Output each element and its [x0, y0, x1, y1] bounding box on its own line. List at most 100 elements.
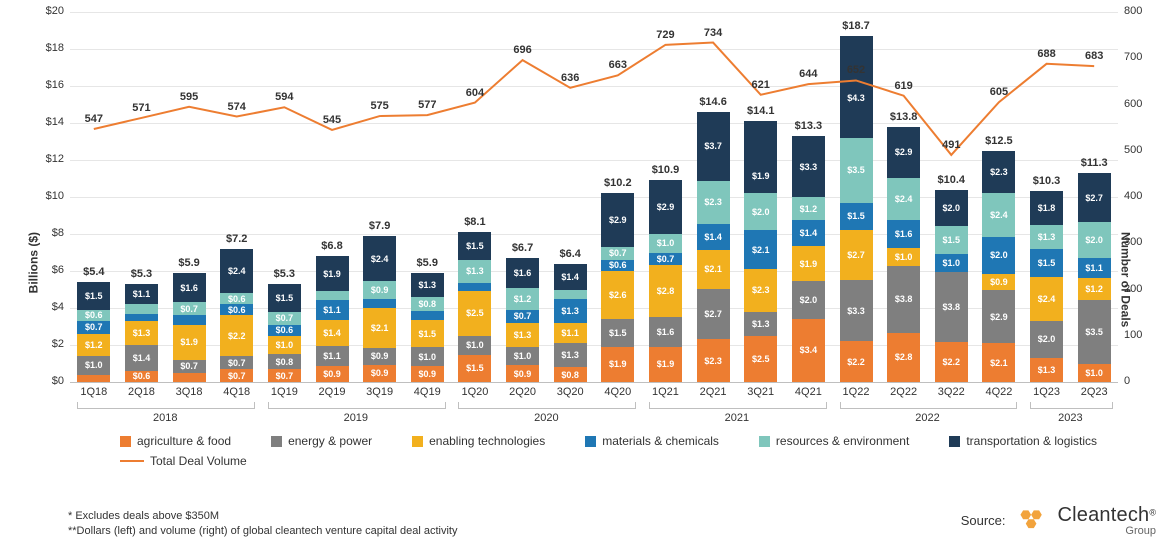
legend-swatch	[759, 436, 770, 447]
seg-transportation	[458, 232, 491, 259]
legend-item-agriculture: agriculture & food	[120, 434, 231, 448]
seg-enabling	[220, 315, 253, 356]
deals-label: 688	[1027, 48, 1067, 60]
seg-materials	[744, 230, 777, 269]
x-quarter-label: 2Q23	[1081, 386, 1108, 398]
seg-transportation	[792, 136, 825, 198]
y-tick-right: 800	[1124, 5, 1154, 17]
seg-energy	[554, 343, 587, 367]
seg-energy	[649, 317, 682, 347]
legend-item-enabling: enabling technologies	[412, 434, 545, 448]
seg-enabling	[1030, 277, 1063, 321]
chart-container: Billions ($) Number of Deals $1.0$1.2$0.…	[0, 0, 1176, 545]
legend-label: agriculture & food	[137, 434, 231, 448]
seg-resources	[316, 291, 349, 300]
x-quarter-label: 2Q20	[509, 386, 536, 398]
seg-transportation	[887, 127, 920, 178]
seg-transportation	[649, 180, 682, 234]
seg-enabling	[1078, 278, 1111, 300]
seg-materials	[601, 260, 634, 271]
seg-energy	[601, 319, 634, 347]
seg-agriculture	[601, 347, 634, 382]
x-year-label: 2023	[1058, 412, 1082, 424]
y-tick-left: $4	[34, 301, 64, 313]
seg-energy	[1030, 321, 1063, 358]
seg-enabling	[982, 274, 1015, 291]
seg-transportation	[173, 273, 206, 303]
x-quarter-label: 1Q20	[461, 386, 488, 398]
seg-materials	[982, 237, 1015, 274]
seg-enabling	[506, 323, 539, 347]
x-year-label: 2022	[915, 412, 939, 424]
seg-agriculture	[411, 366, 444, 382]
seg-enabling	[458, 291, 491, 337]
deals-label: 729	[645, 29, 685, 41]
y-tick-left: $20	[34, 5, 64, 17]
seg-enabling	[411, 320, 444, 347]
seg-enabling	[744, 269, 777, 312]
x-year-label: 2020	[534, 412, 558, 424]
deals-label: 545	[312, 114, 352, 126]
seg-resources	[935, 226, 968, 253]
seg-resources	[220, 293, 253, 304]
seg-transportation	[1078, 173, 1111, 222]
legend-item-resources: resources & environment	[759, 434, 909, 448]
seg-energy	[982, 290, 1015, 343]
seg-resources	[554, 290, 587, 299]
deals-label: 696	[503, 44, 543, 56]
y-tick-left: $8	[34, 227, 64, 239]
seg-enabling	[554, 323, 587, 343]
seg-resources	[1030, 225, 1063, 249]
bar-total-label: $6.8	[302, 240, 362, 252]
seg-materials	[363, 299, 396, 308]
legend-label: resources & environment	[776, 434, 909, 448]
legend-item-materials: materials & chemicals	[585, 434, 719, 448]
x-quarter-label: 3Q22	[938, 386, 965, 398]
seg-resources	[268, 312, 301, 325]
y-tick-left: $14	[34, 116, 64, 128]
x-quarter-label: 1Q23	[1033, 386, 1060, 398]
seg-agriculture	[649, 347, 682, 382]
seg-resources	[458, 260, 491, 284]
bar-total-label: $10.2	[588, 177, 648, 189]
seg-agriculture	[982, 343, 1015, 382]
y-tick-right: 100	[1124, 329, 1154, 341]
seg-energy	[268, 354, 301, 369]
x-quarter-label: 2Q19	[319, 386, 346, 398]
legend-swatch	[412, 436, 423, 447]
bar-total-label: $6.4	[540, 248, 600, 260]
seg-materials	[316, 300, 349, 320]
seg-energy	[458, 336, 491, 354]
x-quarter-label: 1Q19	[271, 386, 298, 398]
y-tick-right: 500	[1124, 144, 1154, 156]
seg-resources	[1078, 222, 1111, 258]
bar-total-label: $5.9	[159, 257, 219, 269]
legend-item-line: Total Deal Volume	[120, 454, 247, 468]
seg-materials	[77, 321, 110, 334]
seg-energy	[697, 289, 730, 339]
seg-transportation	[363, 236, 396, 282]
legend-label: Total Deal Volume	[150, 454, 247, 468]
y-tick-right: 0	[1124, 375, 1154, 387]
seg-resources	[173, 302, 206, 315]
x-quarter-label: 4Q19	[414, 386, 441, 398]
bar-total-label: $5.3	[254, 268, 314, 280]
bar-total-label: $12.5	[969, 135, 1029, 147]
seg-transportation	[697, 112, 730, 181]
seg-agriculture	[840, 341, 873, 382]
seg-energy	[316, 346, 349, 366]
x-year-label: 2019	[344, 412, 368, 424]
seg-materials	[1030, 249, 1063, 277]
deals-label: 574	[217, 101, 257, 113]
legend-label: enabling technologies	[429, 434, 545, 448]
plot-area: $1.0$1.2$0.7$0.6$1.5$0.6$1.4$1.3$1.1$0.7…	[70, 12, 1118, 383]
footnotes: * Excludes deals above $350M **Dollars (…	[68, 509, 457, 539]
seg-materials	[697, 224, 730, 250]
x-quarter-label: 3Q18	[176, 386, 203, 398]
seg-agriculture	[697, 339, 730, 382]
brand-sub: Group	[1058, 527, 1157, 537]
seg-energy	[792, 281, 825, 318]
legend-item-energy: energy & power	[271, 434, 372, 448]
x-quarter-label: 3Q19	[366, 386, 393, 398]
seg-energy	[744, 312, 777, 336]
